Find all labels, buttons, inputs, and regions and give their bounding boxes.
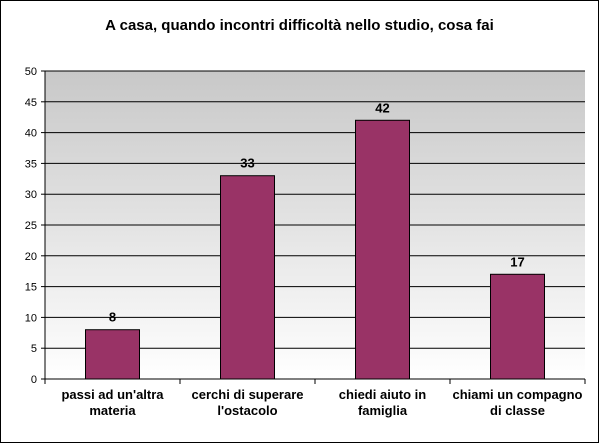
y-tick-label: 40	[25, 128, 37, 140]
y-tick-label: 15	[25, 282, 37, 294]
data-label: 17	[510, 254, 524, 269]
y-tick-label: 10	[25, 312, 37, 324]
y-tick-label: 0	[31, 374, 37, 386]
category-label: chiedi aiuto in famiglia	[339, 387, 426, 418]
y-tick-label: 45	[25, 97, 37, 109]
bar	[85, 329, 140, 380]
category-label: cerchi di superare l'ostacolo	[192, 387, 304, 418]
y-tick-label: 50	[25, 66, 37, 78]
category-label: chiami un compagno di classe	[452, 387, 582, 418]
y-tick-label: 20	[25, 251, 37, 263]
data-label: 8	[109, 310, 116, 325]
data-label: 33	[240, 156, 254, 171]
y-tick-label: 25	[25, 220, 37, 232]
y-tick-label: 5	[31, 343, 37, 355]
y-tick-label: 30	[25, 189, 37, 201]
category-label: passi ad un'altra materia	[61, 387, 164, 418]
y-tick-label: 35	[25, 158, 37, 170]
bar	[355, 119, 410, 380]
chart-title: A casa, quando incontri difficoltà nello…	[105, 17, 494, 34]
data-label: 42	[375, 100, 389, 115]
bar	[490, 273, 545, 380]
bar	[220, 175, 275, 380]
